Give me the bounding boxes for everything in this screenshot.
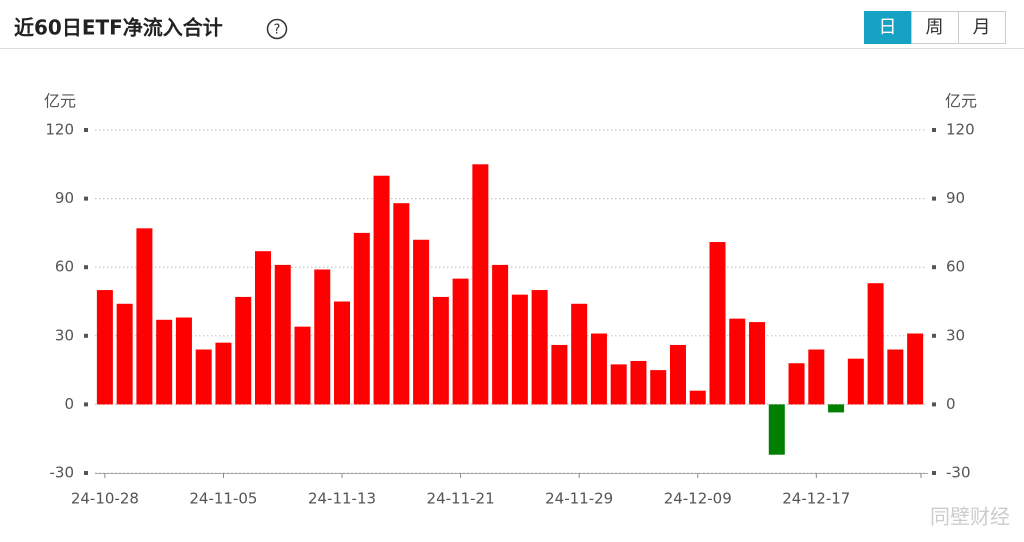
bar (393, 203, 410, 405)
bar (689, 390, 706, 405)
bar (472, 164, 489, 405)
bar (531, 290, 548, 405)
bar (867, 283, 884, 405)
x-tick-label: 24-11-21 (427, 490, 495, 508)
bar (195, 349, 212, 405)
y2-tick-mark (932, 333, 936, 338)
bar (808, 349, 825, 405)
bar (175, 317, 192, 405)
y-tick-label: 90 (55, 189, 74, 207)
bar (610, 364, 627, 405)
tab-label: 月 (973, 17, 991, 38)
y2-axis-unit: 亿元 (945, 92, 977, 111)
bar (432, 296, 449, 405)
bar (452, 278, 469, 405)
y2-tick-label: -30 (946, 464, 971, 482)
bar (847, 358, 864, 405)
bar (650, 370, 667, 405)
bar (492, 264, 509, 405)
y2-tick-mark (932, 196, 936, 201)
chart-title: 近60日ETF净流入合计 (14, 16, 223, 40)
y-tick-label: 120 (45, 121, 74, 139)
x-tick-label: 24-12-09 (664, 490, 732, 508)
bar (373, 175, 390, 405)
bar (413, 239, 430, 405)
bar (590, 333, 607, 405)
bar (788, 363, 805, 405)
bar (156, 319, 173, 405)
bar (669, 344, 686, 405)
bar (116, 303, 133, 405)
bar (215, 342, 232, 405)
y2-tick-mark (932, 402, 936, 407)
y-tick-label: 30 (55, 326, 74, 344)
bar (254, 251, 271, 405)
x-tick-label: 24-12-17 (782, 490, 850, 508)
bar (571, 303, 588, 405)
x-tick-label: 24-11-05 (189, 490, 257, 508)
y-axis-unit: 亿元 (44, 92, 76, 111)
bar (828, 404, 845, 413)
y-tick-mark (84, 265, 88, 270)
y2-tick-label: 30 (946, 326, 965, 344)
bar (334, 301, 351, 405)
bar (749, 322, 766, 405)
bar (511, 294, 528, 405)
bar (294, 326, 311, 405)
tab-button[interactable] (864, 11, 912, 44)
y-tick-label: -30 (50, 464, 75, 482)
y2-tick-mark (932, 471, 936, 475)
y-tick-mark (84, 402, 88, 407)
y-tick-mark (84, 333, 88, 338)
bar (274, 264, 291, 405)
bar (729, 318, 746, 405)
tab-button[interactable] (958, 11, 1006, 44)
y2-tick-label: 0 (946, 395, 956, 413)
bar (907, 333, 924, 405)
tab-label: 日 (879, 17, 897, 38)
y2-tick-label: 120 (946, 121, 975, 139)
y2-tick-label: 60 (946, 258, 965, 276)
x-tick-label: 24-10-28 (71, 490, 139, 508)
y2-tick-label: 90 (946, 189, 965, 207)
y-tick-mark (84, 128, 88, 132)
bar (353, 232, 370, 405)
bar (630, 360, 647, 405)
y-tick-mark (84, 471, 88, 475)
bar (551, 344, 568, 405)
bar (136, 228, 153, 405)
y-tick-label: 60 (55, 258, 74, 276)
tab-label: 周 (926, 17, 944, 38)
x-tick-label: 24-11-13 (308, 490, 376, 508)
bar (96, 290, 113, 405)
help-icon-text: ? (274, 23, 281, 38)
y-tick-label: 0 (64, 395, 74, 413)
watermark: 同壁财经 (930, 505, 1010, 529)
bar (887, 349, 904, 405)
bar (768, 404, 785, 455)
y-tick-mark (84, 196, 88, 201)
bar (709, 242, 726, 405)
x-tick-label: 24-11-29 (545, 490, 613, 508)
bar (235, 296, 252, 405)
help-icon[interactable] (266, 18, 288, 40)
bar (314, 269, 331, 405)
y2-tick-mark (932, 265, 936, 270)
y2-tick-mark (932, 128, 936, 132)
